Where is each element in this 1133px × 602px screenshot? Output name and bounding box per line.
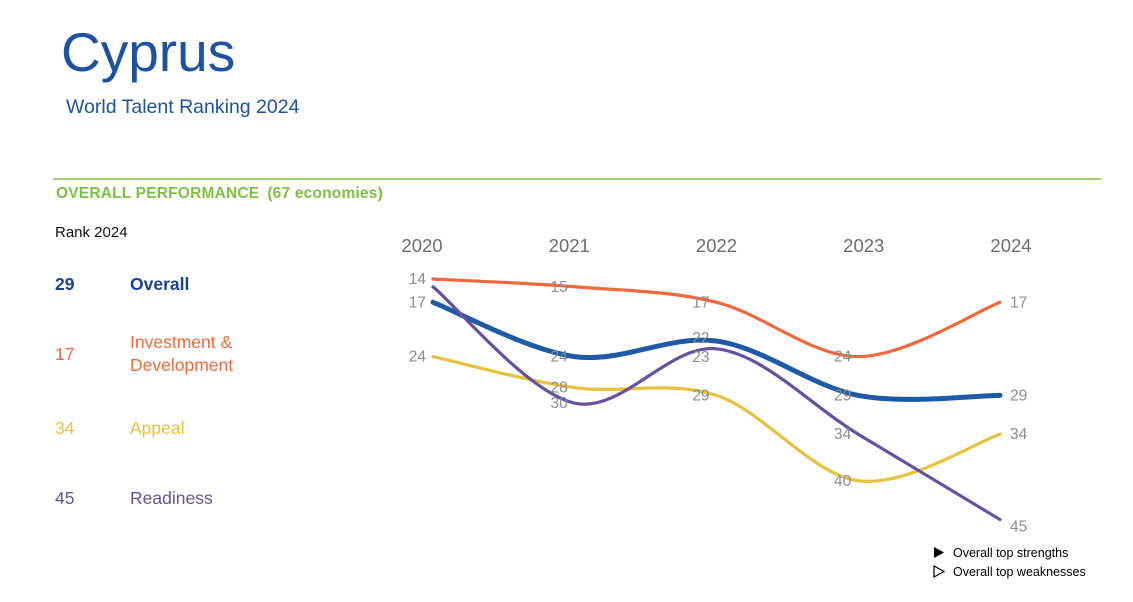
investment-development-rank-value: 17 (55, 343, 75, 364)
value-label: 30 (551, 395, 569, 412)
readiness-label: Readiness (130, 488, 213, 508)
filled-triangle-icon (934, 547, 944, 558)
legend-top-strengths: Overall top strengths (933, 544, 1086, 561)
year-label: 2020 (401, 235, 442, 256)
legend-weaknesses-label: Overall top weaknesses (953, 564, 1086, 579)
value-label: 29 (692, 387, 709, 404)
page-title: Cyprus (61, 21, 236, 83)
investment-development-label: Investment & Development (130, 332, 234, 375)
readiness-line (431, 285, 1002, 522)
section-title-text: OVERALL PERFORMANCE (56, 185, 260, 202)
year-label: 2021 (549, 235, 590, 256)
value-label: 23 (692, 349, 709, 366)
value-label: 29 (1010, 387, 1027, 404)
value-label: 14 (409, 271, 427, 288)
overall-line (430, 299, 1003, 402)
value-label: 28 (551, 380, 568, 397)
legend: Overall top strengths Overall top weakne… (933, 544, 1086, 580)
value-label: 45 (1010, 519, 1027, 536)
year-label: 2022 (696, 235, 737, 256)
value-label: 34 (1010, 426, 1028, 443)
appeal-line (431, 355, 1002, 483)
outline-triangle-icon (933, 565, 945, 578)
appeal-label: Appeal (130, 418, 185, 438)
value-label: 34 (834, 426, 852, 443)
section-title: OVERALL PERFORMANCE (67 economies) (56, 185, 383, 203)
section-economies-count: (67 economies) (267, 185, 383, 202)
legend-strengths-label: Overall top strengths (953, 545, 1069, 560)
year-label: 2023 (843, 235, 884, 256)
value-label: 40 (834, 473, 852, 490)
indicator-row-readiness: 45 Readiness (55, 487, 300, 510)
section-divider (53, 178, 1101, 180)
legend-top-weaknesses: Overall top weaknesses (933, 563, 1086, 580)
readiness-rank-value: 45 (55, 488, 75, 508)
year-label: 2024 (990, 235, 1031, 256)
appeal-rank-value: 34 (55, 418, 75, 438)
value-label: 24 (834, 349, 852, 366)
value-label: 29 (834, 387, 851, 404)
value-label: 15 (551, 279, 568, 296)
rank-2024-caption: Rank 2024 (55, 224, 128, 241)
investment-development-line (431, 277, 1002, 359)
overall-label: Overall (130, 274, 190, 294)
value-label: 17 (1010, 294, 1027, 311)
overall-rank-value: 29 (55, 274, 75, 294)
indicator-row-appeal: 34 Appeal (55, 417, 300, 440)
value-label: 17 (692, 294, 709, 311)
page-subtitle: World Talent Ranking 2024 (66, 96, 300, 118)
value-label: 17 (409, 294, 426, 311)
value-label: 22 (692, 330, 709, 347)
value-label: 24 (551, 349, 569, 366)
indicator-row-overall: 29 Overall (55, 273, 300, 296)
value-label: 24 (409, 349, 427, 366)
indicator-row-investment-development: 17 Investment & Development (55, 331, 300, 377)
